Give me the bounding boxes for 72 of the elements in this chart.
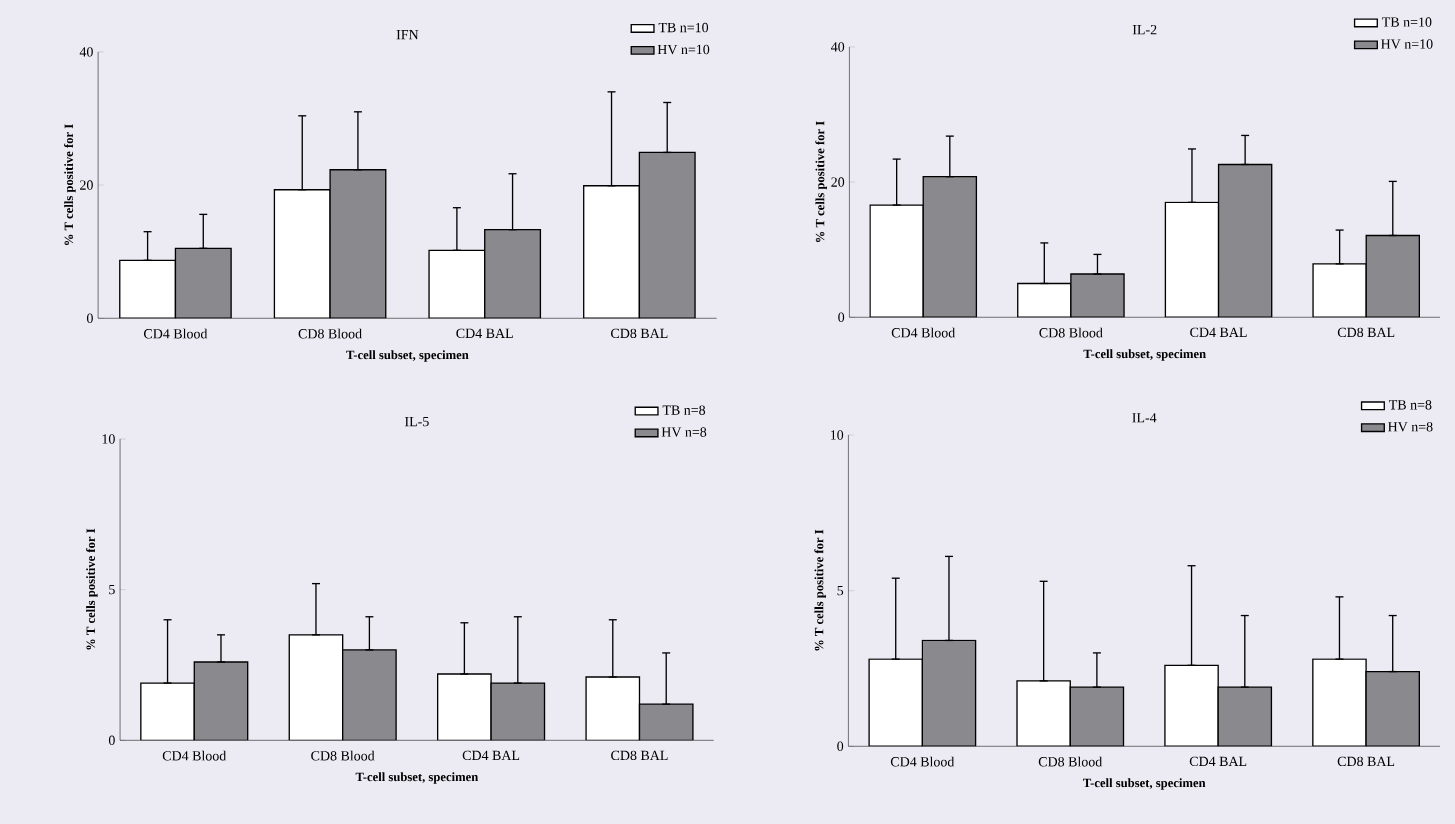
y-tick-label: 20 <box>80 180 93 190</box>
legend-label: TB n=10 <box>1382 17 1432 27</box>
legend-label: HV n=8 <box>661 427 707 437</box>
x-tick-label: CD4 Blood <box>890 756 955 767</box>
bar <box>288 634 344 741</box>
y-tick-label: 40 <box>79 47 93 57</box>
y-tick-label: 10 <box>830 430 844 440</box>
bar <box>1070 273 1125 318</box>
x-axis-title: T-cell subset, specimen <box>355 772 479 784</box>
y-tick-label: 0 <box>838 312 845 322</box>
chart-title: IL-5 <box>404 416 429 427</box>
bar <box>1069 686 1125 747</box>
y-tick-label: 10 <box>102 434 115 444</box>
y-axis-title: % T cells positive for I <box>64 124 76 245</box>
y-tick-label: 0 <box>837 741 844 751</box>
bar <box>273 189 331 319</box>
legend-label: TB n=8 <box>662 405 706 415</box>
y-tick-label: 0 <box>108 735 115 745</box>
bar <box>140 682 195 741</box>
legend-label: HV n=10 <box>1381 39 1433 49</box>
bar <box>1365 670 1420 747</box>
x-axis-title: T-cell subset, specimen <box>1083 778 1206 790</box>
bar <box>1217 686 1273 747</box>
bar <box>436 673 492 741</box>
bar <box>342 649 397 741</box>
bar <box>921 639 977 747</box>
bar <box>428 249 486 319</box>
bar <box>922 175 978 318</box>
y-axis-title: % T cells positive for I <box>815 121 827 242</box>
y-tick-label: 5 <box>109 584 115 595</box>
bar <box>329 169 387 319</box>
chart-title: IFN <box>396 30 419 40</box>
y-tick-label: 40 <box>831 42 845 52</box>
x-tick-label: CD4 Blood <box>143 328 208 339</box>
bar <box>193 661 249 741</box>
bar <box>119 259 177 319</box>
x-tick-label: CD8 BAL <box>611 328 668 339</box>
x-tick-label: CD4 Blood <box>891 327 956 338</box>
bar <box>490 682 546 741</box>
bar <box>638 703 694 741</box>
x-tick-label: CD8 Blood <box>1038 756 1103 767</box>
chart-title: IL-4 <box>1132 413 1157 423</box>
legend-label: HV n=8 <box>1388 422 1433 432</box>
bar <box>484 228 542 319</box>
y-tick-label: 5 <box>837 585 844 596</box>
y-tick-label: 0 <box>86 313 93 323</box>
x-tick-label: CD4 BAL <box>456 328 513 338</box>
y-tick-label: 20 <box>831 177 845 187</box>
bar <box>174 247 232 319</box>
bar <box>1217 163 1273 318</box>
x-tick-label: CD8 Blood <box>311 750 375 761</box>
legend-label: HV n=10 <box>657 44 710 55</box>
x-tick-label: CD4 BAL <box>462 750 520 761</box>
x-tick-label: CD8 Blood <box>1039 327 1103 338</box>
bar <box>1365 234 1421 318</box>
legend-label: TB n=10 <box>658 22 709 33</box>
bar <box>583 185 641 319</box>
x-tick-label: CD8 BAL <box>1337 756 1395 767</box>
x-axis-title: T-cell subset, specimen <box>1083 349 1206 361</box>
bar <box>638 151 696 319</box>
x-tick-label: CD8 BAL <box>611 750 668 761</box>
x-tick-label: CD8 BAL <box>1337 327 1395 338</box>
y-axis-title: % T cells positive for I <box>814 529 826 651</box>
x-tick-label: CD4 BAL <box>1189 756 1247 767</box>
legend-label: TB n=8 <box>1389 400 1432 410</box>
x-tick-label: CD4 Blood <box>162 750 227 761</box>
bar <box>585 676 641 741</box>
y-axis-title: % T cells positive for I <box>85 528 98 650</box>
x-tick-label: CD8 Blood <box>298 328 362 339</box>
x-axis-title: T-cell subset, specimen <box>346 350 469 362</box>
chart-title: IL-2 <box>1132 24 1157 35</box>
x-tick-label: CD4 BAL <box>1190 327 1247 337</box>
